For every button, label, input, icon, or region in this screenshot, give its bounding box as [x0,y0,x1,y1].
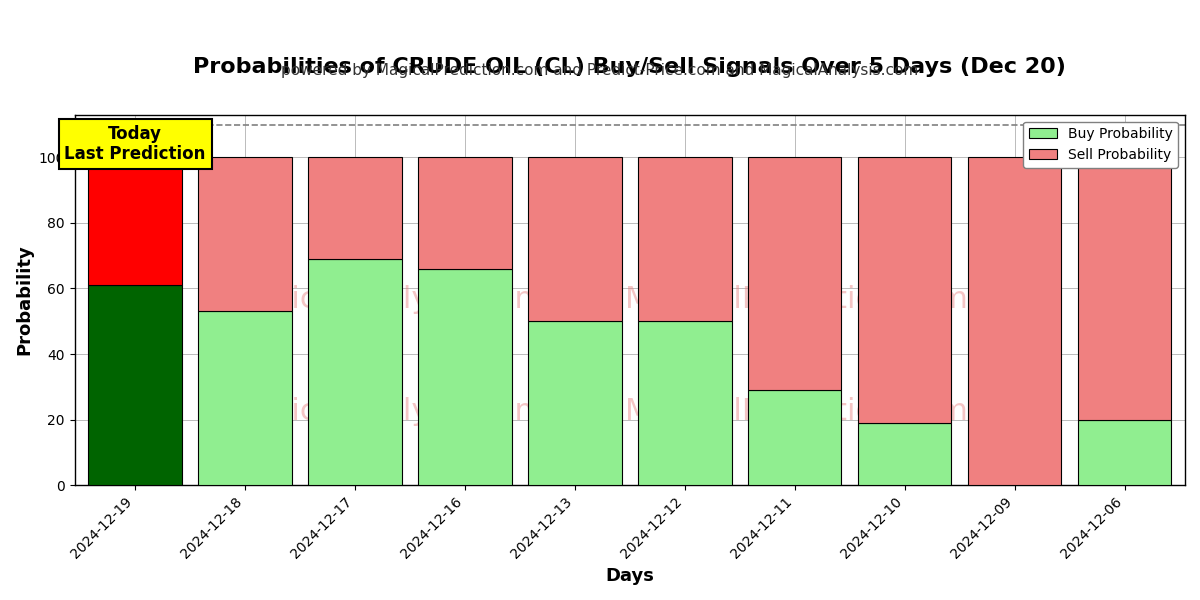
Bar [308,259,402,485]
Text: MagicalAnalysis.com: MagicalAnalysis.com [227,286,544,314]
Bar [638,321,732,485]
Bar [528,157,622,321]
Bar [308,157,402,259]
Y-axis label: Probability: Probability [16,245,34,355]
Text: MagicalPrediction.com: MagicalPrediction.com [625,286,968,314]
Text: MagicalPrediction.com: MagicalPrediction.com [625,397,968,425]
Bar [748,157,841,390]
Bar [1078,157,1171,419]
Bar [968,157,1061,485]
Bar [858,157,952,423]
Bar [419,157,511,269]
Bar [638,157,732,321]
Text: Today
Last Prediction: Today Last Prediction [65,125,206,163]
Bar [748,390,841,485]
Text: powered by MagicalPrediction.com and Predict-Price.com and MagicalAnalysis.com: powered by MagicalPrediction.com and Pre… [281,63,919,78]
Bar [89,285,182,485]
Bar [528,321,622,485]
Legend: Buy Probability, Sell Probability: Buy Probability, Sell Probability [1024,122,1178,167]
Bar [1078,419,1171,485]
Bar [858,423,952,485]
Text: MagicalAnalysis.com: MagicalAnalysis.com [227,397,544,425]
Bar [89,157,182,285]
Title: Probabilities of CRUDE OIL (CL) Buy/Sell Signals Over 5 Days (Dec 20): Probabilities of CRUDE OIL (CL) Buy/Sell… [193,57,1067,77]
X-axis label: Days: Days [605,567,654,585]
Bar [419,269,511,485]
Bar [198,157,292,311]
Bar [198,311,292,485]
